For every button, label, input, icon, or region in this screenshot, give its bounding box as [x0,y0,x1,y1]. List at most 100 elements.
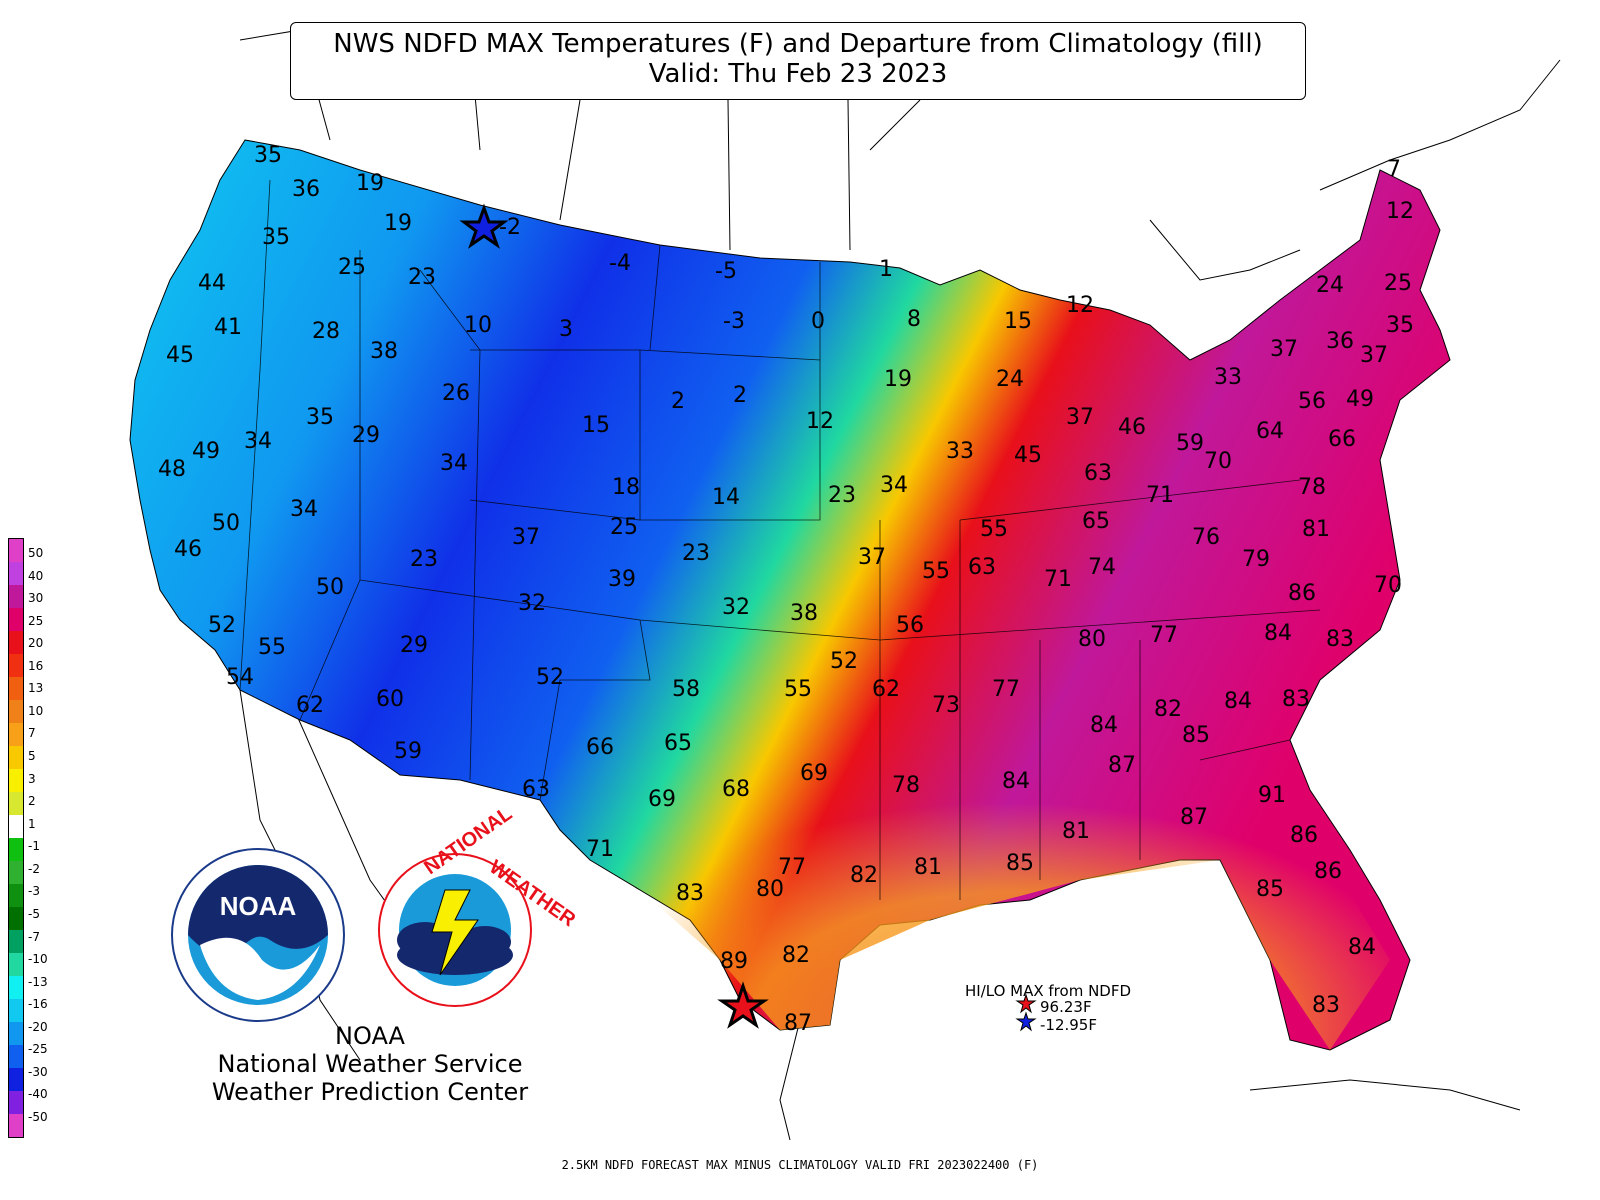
legend-high-star-icon [1015,993,1037,1014]
temperature-label: 25 [1384,271,1412,296]
map-title: NWS NDFD MAX Temperatures (F) and Depart… [333,29,1263,59]
temperature-label: 34 [880,473,908,498]
temperature-label: 29 [352,423,380,448]
temperature-label: 19 [356,171,384,196]
temperature-label: 77 [778,855,806,880]
temperature-label: 81 [914,855,942,880]
temperature-label: 71 [586,837,614,862]
temperature-label: 60 [376,687,404,712]
temperature-label: 85 [1256,877,1284,902]
temperature-label: 45 [166,343,194,368]
temperature-label: 59 [1176,431,1204,456]
color-legend-labels: 50 40 30 25 20 16 13 10 7 5 3 2 1 -1 -2 -3 -5 -7 -10 -13 -16… [28,546,68,1124]
low-extreme-star-icon [459,203,509,249]
legend-swatch [9,631,23,654]
legend-swatch [9,723,23,746]
temperature-label: 19 [384,211,412,236]
temperature-label: 70 [1204,449,1232,474]
temperature-label: 24 [996,367,1024,392]
temperature-label: 32 [722,595,750,620]
legend-low-star-icon [1015,1011,1037,1032]
legend-swatch [9,654,23,677]
temperature-label: 37 [858,545,886,570]
temperature-label: 84 [1090,713,1118,738]
legend-swatch [9,585,23,608]
temperature-label: 65 [664,731,692,756]
temperature-label: 23 [828,483,856,508]
temperature-label: 87 [1180,805,1208,830]
temperature-label: 33 [946,439,974,464]
temperature-label: 64 [1256,419,1284,444]
temperature-label: 84 [1264,621,1292,646]
legend-label: 30 [28,591,44,606]
temperature-label: 26 [442,381,470,406]
legend-label: 25 [28,613,44,628]
temperature-label: 78 [1298,475,1326,500]
temperature-label: 52 [208,613,236,638]
temperature-label: 23 [410,547,438,572]
legend-swatch [9,976,23,999]
temperature-label: 83 [1282,687,1310,712]
temperature-label: 29 [400,633,428,658]
legend-label: -13 [28,974,48,989]
temperature-label: 56 [896,613,924,638]
temperature-label: 12 [806,409,834,434]
legend-swatch [9,1022,23,1045]
temperature-label: -2 [499,215,521,240]
title-box: NWS NDFD MAX Temperatures (F) and Depart… [290,22,1306,100]
temperature-label: 37 [1066,405,1094,430]
temperature-label: 25 [338,255,366,280]
temperature-label: 7 [1387,157,1401,182]
temperature-label: 12 [1066,293,1094,318]
legend-swatch [9,677,23,700]
legend-swatch [9,999,23,1022]
temperature-label: 0 [811,309,825,334]
temperature-label: -5 [715,259,737,284]
temperature-label: 82 [1154,697,1182,722]
legend-label: -10 [28,952,48,967]
temperature-label: 84 [1002,769,1030,794]
temperature-label: 15 [582,413,610,438]
temperature-label: 2 [733,383,747,408]
legend-label: 1 [28,816,36,831]
legend-swatch [9,792,23,815]
legend-label: 2 [28,794,36,809]
legend-label: -25 [28,1042,48,1057]
temperature-label: 44 [198,271,226,296]
temperature-label: 36 [1326,329,1354,354]
temperature-label: 28 [312,319,340,344]
high-extreme-star-icon [717,981,769,1029]
temperature-label: 77 [1150,623,1178,648]
temperature-label: 36 [292,177,320,202]
temperature-label: 54 [226,665,254,690]
legend-swatch [9,1068,23,1091]
temperature-label: 81 [1062,819,1090,844]
legend-label: 7 [28,726,36,741]
legend-swatch [9,884,23,907]
temperature-label: 35 [254,143,282,168]
temperature-label: 65 [1082,509,1110,534]
temperature-label: 24 [1316,273,1344,298]
temperature-label: -3 [723,309,745,334]
temperature-label: 46 [1118,415,1146,440]
legend-label: -2 [28,861,40,876]
legend-swatch [9,930,23,953]
temperature-label: 34 [440,451,468,476]
legend-swatch [9,1091,23,1114]
hilo-high-value: 96.23F [1040,998,1092,1016]
nws-logo: NATIONAL WEATHER [378,803,580,1007]
temperature-label: 77 [992,677,1020,702]
temperature-label: 34 [244,429,272,454]
temperature-label: 71 [1044,567,1072,592]
temperature-label: 33 [1214,365,1242,390]
temperature-label: 87 [1108,753,1136,778]
legend-label: -50 [28,1110,48,1124]
temperature-label: 91 [1258,783,1286,808]
legend-label: -7 [28,929,40,944]
temperature-label: 63 [1084,461,1112,486]
temperature-label: 2 [671,389,685,414]
legend-label: 16 [28,658,44,673]
legend-swatch [9,539,23,562]
legend-swatch [9,700,23,723]
